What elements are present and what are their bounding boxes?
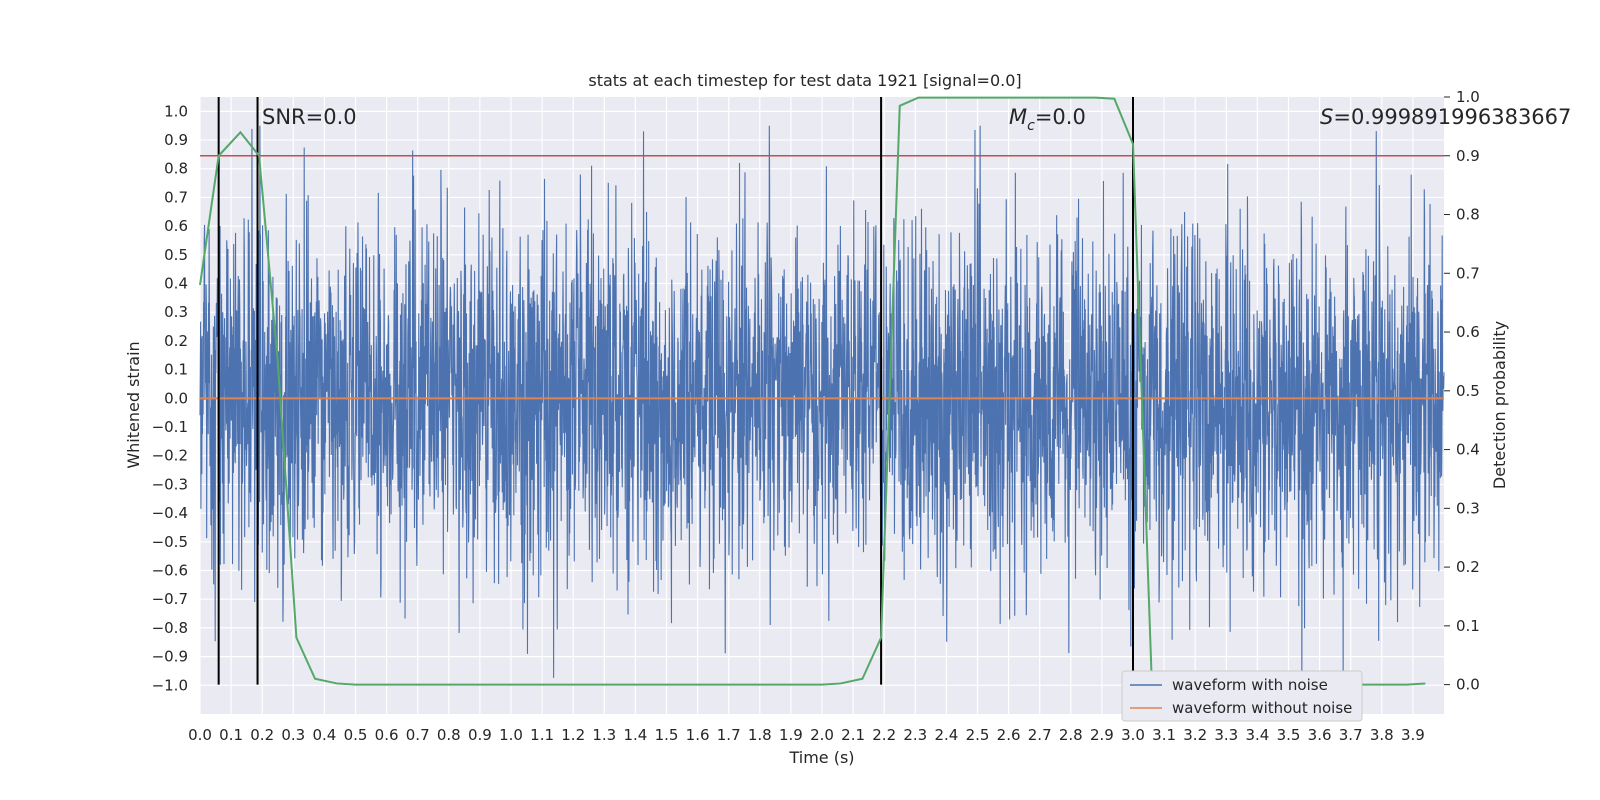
x-tick-label: 0.6 — [375, 726, 399, 744]
chart-title: stats at each timestep for test data 192… — [588, 71, 1021, 90]
x-tick-label: 1.4 — [623, 726, 647, 744]
x-tick-label: 0.1 — [219, 726, 243, 744]
chirp-mass-value: =0.0 — [1035, 105, 1086, 129]
x-tick-label: 0.3 — [281, 726, 305, 744]
x-tick-label: 0.5 — [344, 726, 368, 744]
x-tick-label: 1.8 — [748, 726, 772, 744]
right-tick-label: 0.2 — [1456, 558, 1480, 576]
left-tick-label: −1.0 — [152, 676, 188, 694]
x-tick-label: 0.9 — [468, 726, 492, 744]
right-tick-label: 1.0 — [1456, 88, 1480, 106]
x-tick-label: 2.7 — [1028, 726, 1052, 744]
right-tick-label: 0.5 — [1456, 382, 1480, 400]
x-tick-label: 3.0 — [1121, 726, 1145, 744]
x-tick-label: 3.7 — [1339, 726, 1363, 744]
right-tick-label: 0.3 — [1456, 499, 1480, 517]
x-tick-label: 3.2 — [1183, 726, 1207, 744]
x-tick-label: 2.9 — [1090, 726, 1114, 744]
x-tick-label: 1.6 — [686, 726, 710, 744]
x-tick-label: 1.7 — [717, 726, 741, 744]
snr-annotation: SNR=0.0 — [262, 105, 357, 129]
x-tick-label: 0.7 — [406, 726, 430, 744]
left-tick-label: 1.0 — [164, 102, 188, 120]
x-tick-label: 2.4 — [934, 726, 958, 744]
chirp-mass-annotation: Mc=0.0 — [1009, 105, 1086, 134]
legend-label-noise: waveform with noise — [1172, 676, 1328, 694]
x-tick-label: 0.8 — [437, 726, 461, 744]
legend-label-clean: waveform without noise — [1172, 699, 1352, 717]
legend-box — [1121, 670, 1363, 722]
left-tick-label: 0.3 — [164, 303, 188, 321]
left-tick-label: −0.4 — [152, 504, 188, 522]
left-tick-label: 0.4 — [164, 275, 188, 293]
x-tick-label: 2.5 — [966, 726, 990, 744]
score-annotation: S=0.999891996383667 — [1320, 105, 1571, 129]
x-tick-label: 2.0 — [810, 726, 834, 744]
x-axis-ticks: 0.0 0.1 0.2 0.3 0.4 0.5 0.6 0.7 0.8 0.9 1.0 1.1 1.2 1… — [188, 726, 1425, 744]
right-axis-ticks: 1.0 0.9 0.8 0.7 0.6 0.5 0.4 0.3 0.2 0.1 0.0 — [1444, 88, 1480, 694]
x-tick-label: 1.2 — [561, 726, 585, 744]
x-tick-label: 1.5 — [655, 726, 679, 744]
right-axis-label: Detection probability — [1490, 321, 1509, 489]
right-tick-label: 0.4 — [1456, 441, 1480, 459]
score-symbol: S — [1320, 105, 1333, 129]
left-tick-label: 0.8 — [164, 160, 188, 178]
x-tick-label: 2.2 — [872, 726, 896, 744]
x-tick-label: 3.4 — [1245, 726, 1269, 744]
chirp-mass-symbol: M — [1009, 105, 1027, 129]
x-axis-label: Time (s) — [788, 748, 854, 767]
x-tick-label: 3.5 — [1277, 726, 1301, 744]
right-tick-label: 0.9 — [1456, 147, 1480, 165]
left-tick-label: −0.6 — [152, 562, 188, 580]
legend: waveform with noise waveform without noi… — [1121, 670, 1363, 722]
left-tick-label: 0.0 — [164, 389, 188, 407]
series-waveform-with-noise — [199, 125, 1445, 686]
left-tick-label: 0.9 — [164, 131, 188, 149]
x-tick-label: 3.8 — [1370, 726, 1394, 744]
left-tick-label: −0.9 — [152, 648, 188, 666]
x-tick-label: 3.6 — [1308, 726, 1332, 744]
left-tick-label: 0.2 — [164, 332, 188, 350]
x-tick-label: 2.3 — [903, 726, 927, 744]
left-tick-label: 0.1 — [164, 361, 188, 379]
left-tick-label: 0.7 — [164, 188, 188, 206]
x-tick-label: 3.9 — [1401, 726, 1425, 744]
x-tick-label: 1.1 — [530, 726, 554, 744]
x-tick-label: 1.3 — [592, 726, 616, 744]
left-tick-label: −0.3 — [152, 475, 188, 493]
left-tick-label: 0.5 — [164, 246, 188, 264]
x-tick-label: 0.2 — [250, 726, 274, 744]
left-tick-label: −0.8 — [152, 619, 188, 637]
left-tick-label: −0.7 — [152, 590, 188, 608]
left-axis-label: Whitened strain — [124, 341, 143, 468]
right-tick-label: 0.7 — [1456, 264, 1480, 282]
x-tick-label: 3.3 — [1214, 726, 1238, 744]
x-tick-label: 0.0 — [188, 726, 212, 744]
x-tick-label: 2.6 — [997, 726, 1021, 744]
right-tick-label: 0.8 — [1456, 206, 1480, 224]
left-tick-label: −0.2 — [152, 447, 188, 465]
x-tick-label: 2.1 — [841, 726, 865, 744]
noise-waveform-line — [199, 125, 1445, 686]
chirp-mass-subscript: c — [1027, 118, 1035, 134]
right-tick-label: 0.0 — [1456, 676, 1480, 694]
left-axis-ticks: 1.0 0.9 0.8 0.7 0.6 0.5 0.4 0.3 0.2 0.1 0.0 −0.1 −0.… — [152, 102, 188, 694]
left-tick-label: −0.5 — [152, 533, 188, 551]
x-tick-label: 1.0 — [499, 726, 523, 744]
left-tick-label: −0.1 — [152, 418, 188, 436]
x-tick-label: 3.1 — [1152, 726, 1176, 744]
x-tick-label: 0.4 — [312, 726, 336, 744]
right-tick-label: 0.1 — [1456, 617, 1480, 635]
left-tick-label: 0.6 — [164, 217, 188, 235]
score-value: =0.999891996383667 — [1333, 105, 1571, 129]
right-tick-label: 0.6 — [1456, 323, 1480, 341]
x-tick-label: 2.8 — [1059, 726, 1083, 744]
x-tick-label: 1.9 — [779, 726, 803, 744]
